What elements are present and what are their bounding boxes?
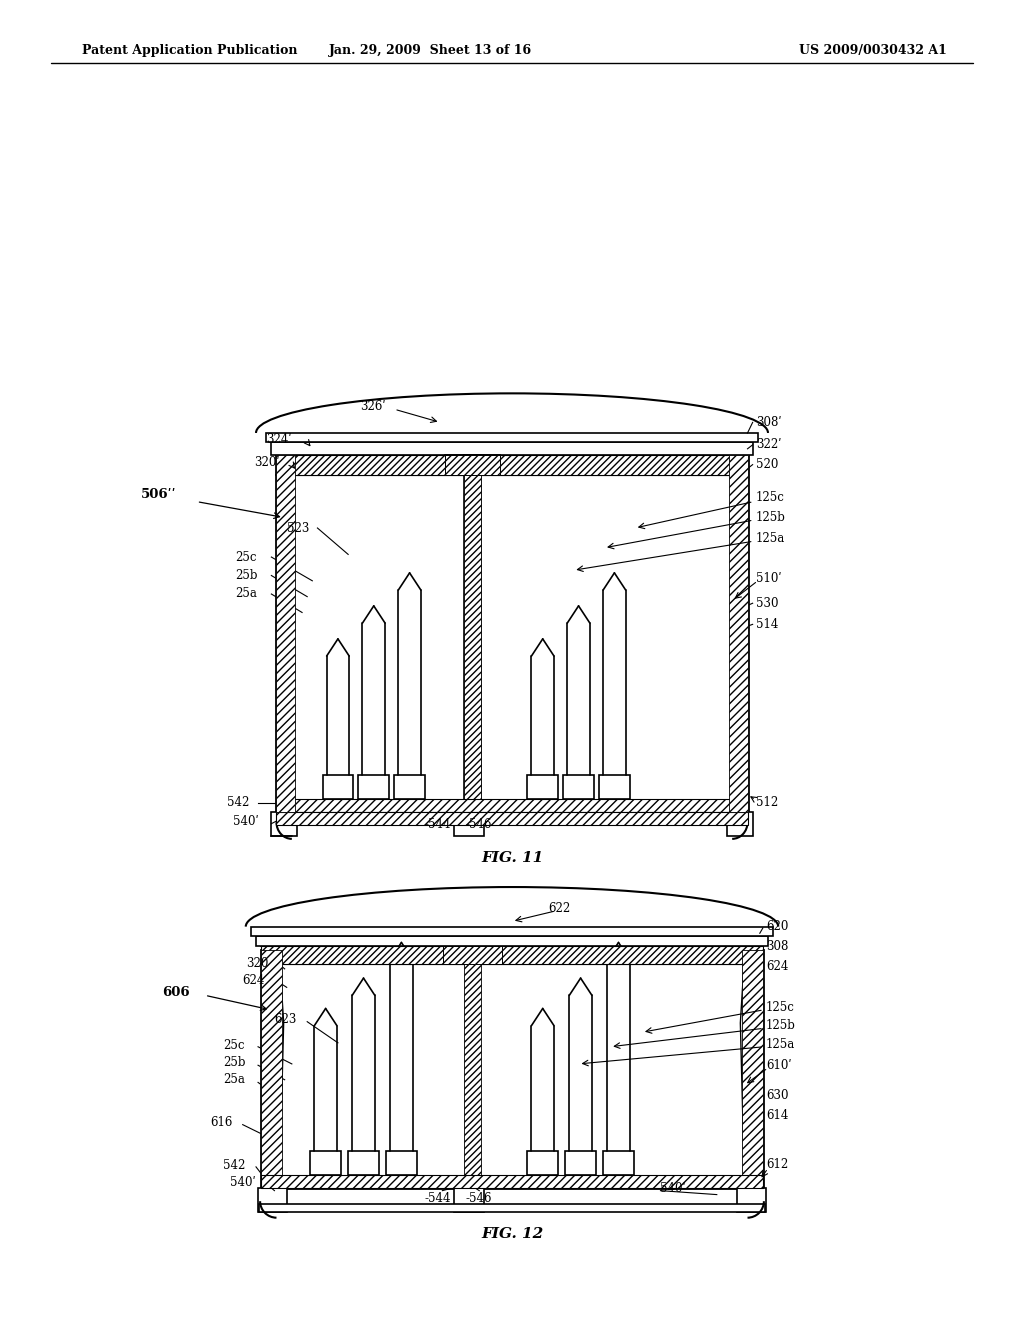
Text: 616: 616 <box>210 1115 232 1129</box>
Text: 125a: 125a <box>756 532 785 545</box>
Text: 324ʹ: 324ʹ <box>266 433 292 446</box>
Text: FIG. 11: FIG. 11 <box>481 851 543 865</box>
Bar <box>276 799 748 812</box>
Text: US 2009/0030432 A1: US 2009/0030432 A1 <box>799 44 946 57</box>
Text: 125b: 125b <box>766 1019 796 1032</box>
Bar <box>443 946 502 964</box>
Text: 610ʹ: 610ʹ <box>766 1059 792 1072</box>
Bar <box>266 433 758 442</box>
Bar <box>394 775 425 799</box>
Bar <box>527 775 558 799</box>
Text: 606: 606 <box>162 986 189 999</box>
Text: Jan. 29, 2009  Sheet 13 of 16: Jan. 29, 2009 Sheet 13 of 16 <box>329 44 531 57</box>
Text: 540ʹ: 540ʹ <box>660 1181 686 1195</box>
Text: 125c: 125c <box>756 491 784 504</box>
Bar <box>464 455 481 812</box>
Bar <box>729 455 748 812</box>
Text: 25c: 25c <box>236 550 257 564</box>
Bar <box>358 775 389 799</box>
Bar <box>323 775 353 799</box>
Text: 506ʹʹ: 506ʹʹ <box>141 488 177 502</box>
Bar <box>261 1175 763 1188</box>
Text: 523: 523 <box>287 521 309 535</box>
Text: 125b: 125b <box>756 511 785 524</box>
Text: 540ʹ: 540ʹ <box>230 1176 256 1189</box>
Bar <box>276 455 748 812</box>
Bar <box>261 946 763 964</box>
Bar <box>464 950 481 1188</box>
Text: 623: 623 <box>274 1012 297 1026</box>
Text: 25b: 25b <box>223 1056 246 1069</box>
Bar <box>737 1188 766 1212</box>
Bar <box>256 936 768 946</box>
Bar <box>261 950 282 1188</box>
Text: -546: -546 <box>466 1192 493 1205</box>
Text: 612: 612 <box>766 1158 788 1171</box>
Text: 125c: 125c <box>766 1001 795 1014</box>
Bar <box>310 1151 341 1175</box>
Text: 322ʹ: 322ʹ <box>756 438 781 451</box>
Text: 530: 530 <box>756 597 778 610</box>
Bar <box>259 1204 765 1212</box>
Text: 624: 624 <box>766 960 788 973</box>
Text: -544: -544 <box>425 818 452 832</box>
Text: Patent Application Publication: Patent Application Publication <box>82 44 297 57</box>
Bar <box>527 1151 558 1175</box>
Text: 320: 320 <box>246 957 268 970</box>
Bar <box>727 812 753 836</box>
Text: 542: 542 <box>227 796 250 809</box>
Text: -546: -546 <box>466 818 493 832</box>
Text: 542: 542 <box>223 1159 246 1172</box>
Bar <box>276 455 295 812</box>
Text: 326ʹ: 326ʹ <box>360 400 386 413</box>
Text: 512: 512 <box>756 796 778 809</box>
Bar <box>454 1188 484 1212</box>
Bar <box>445 455 500 475</box>
Text: 620: 620 <box>766 920 788 933</box>
Text: FIG. 12: FIG. 12 <box>481 1228 543 1241</box>
Text: 308: 308 <box>766 940 788 953</box>
Bar <box>565 1151 596 1175</box>
Text: 630: 630 <box>766 1089 788 1102</box>
Text: 510ʹ: 510ʹ <box>756 572 781 585</box>
Text: 25c: 25c <box>223 1039 245 1052</box>
Text: 125a: 125a <box>766 1038 796 1051</box>
Text: 320ʹ: 320ʹ <box>254 455 280 469</box>
Bar <box>261 950 763 1188</box>
Bar <box>445 455 500 475</box>
Text: 25a: 25a <box>223 1073 245 1086</box>
Text: -544: -544 <box>425 1192 452 1205</box>
Bar <box>276 455 748 475</box>
Bar <box>742 950 763 1188</box>
Bar <box>563 775 594 799</box>
Bar <box>276 812 748 825</box>
Bar <box>271 812 297 836</box>
Bar <box>603 1151 634 1175</box>
Bar <box>454 812 484 836</box>
Text: 514: 514 <box>756 618 778 631</box>
Text: 540ʹ: 540ʹ <box>233 814 259 828</box>
Bar <box>251 927 773 936</box>
Bar <box>464 455 481 812</box>
Text: 520: 520 <box>756 458 778 471</box>
Bar <box>348 1151 379 1175</box>
Text: 624: 624 <box>243 974 265 987</box>
Text: 614: 614 <box>766 1109 788 1122</box>
Bar <box>258 1188 287 1212</box>
Bar <box>599 775 630 799</box>
Text: 25a: 25a <box>236 587 257 601</box>
Bar <box>386 1151 417 1175</box>
Text: 308ʹ: 308ʹ <box>756 416 781 429</box>
Text: 25b: 25b <box>236 569 258 582</box>
Bar <box>271 442 753 455</box>
Text: 622: 622 <box>548 902 570 915</box>
